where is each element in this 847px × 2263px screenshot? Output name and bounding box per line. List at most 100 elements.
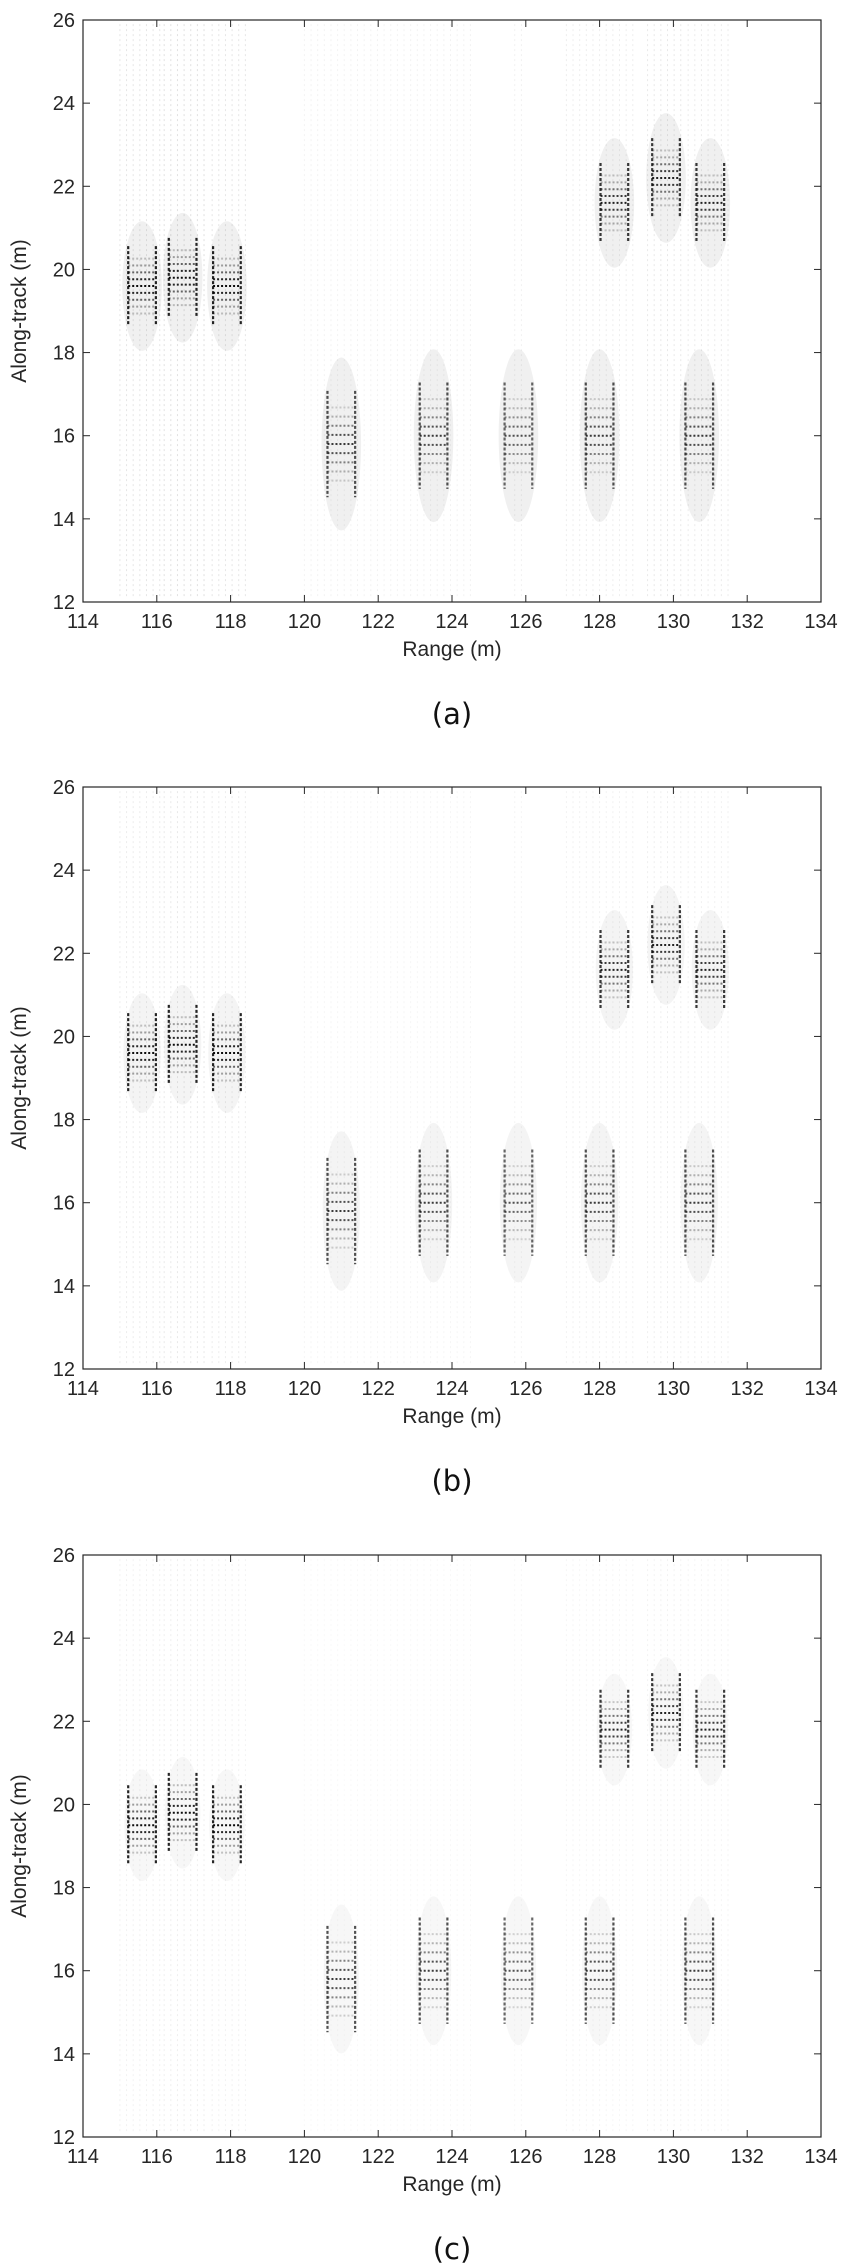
reflector-halo <box>595 910 634 1030</box>
x-tick-label: 120 <box>288 611 321 633</box>
x-tick-label: 122 <box>362 611 395 633</box>
reflector-halo <box>681 1896 716 2045</box>
y-tick-label: 14 <box>53 1276 75 1298</box>
chart-panel-2: 114 116 118 120 122 124 126 128 130 132 134 12 14 16 1… <box>8 1545 838 2263</box>
x-axis-title: Range (m) <box>402 2173 501 2196</box>
chart-panel-1: 114 116 118 120 122 124 126 128 130 132 134 12 14 16 1… <box>8 777 838 1498</box>
reflector-halo <box>582 1896 617 2045</box>
reflector-halo <box>499 1122 538 1283</box>
y-tick-label: 24 <box>53 860 75 882</box>
x-tick-label: 134 <box>804 2146 837 2168</box>
reflector-halo <box>690 138 731 268</box>
reflector-halo <box>416 1896 451 2045</box>
x-tick-label: 126 <box>509 2146 542 2168</box>
x-tick-label: 134 <box>804 1378 837 1400</box>
reflector-halo <box>414 1122 453 1283</box>
plot-area <box>83 1555 821 2137</box>
plot-area <box>83 787 821 1369</box>
x-tick-label: 130 <box>657 1378 690 1400</box>
reflector-halo <box>597 1674 632 1786</box>
x-tick-label: 118 <box>215 611 247 633</box>
y-tick-label: 16 <box>53 1961 75 1983</box>
y-tick-label: 26 <box>53 10 75 32</box>
x-tick-label: 130 <box>657 2146 690 2168</box>
x-tick-label: 118 <box>215 1378 247 1400</box>
x-tick-label: 118 <box>215 2146 247 2168</box>
y-tick-label: 12 <box>53 592 75 614</box>
y-tick-label: 24 <box>53 93 75 115</box>
reflector-halo <box>648 1657 683 1769</box>
reflector-halo <box>209 1769 244 1881</box>
x-tick-label: 114 <box>67 1378 99 1400</box>
image-content <box>119 791 729 1365</box>
reflector-halo <box>123 993 161 1113</box>
reflector-halo <box>322 1131 360 1291</box>
reflector-halo <box>498 349 539 523</box>
plot-area <box>83 20 821 602</box>
x-tick-label: 124 <box>435 1378 468 1400</box>
x-tick-label: 132 <box>731 2146 764 2168</box>
image-content <box>119 24 731 598</box>
x-axis-title: Range (m) <box>402 638 501 661</box>
reflector-halo <box>208 993 246 1113</box>
reflector-halo <box>324 1905 359 2054</box>
reflector-halo <box>693 1674 728 1786</box>
x-tick-label: 122 <box>362 2146 395 2168</box>
y-tick-label: 16 <box>53 1193 75 1215</box>
x-axis-title: Range (m) <box>402 1405 501 1428</box>
reflector-halo <box>580 1122 619 1283</box>
x-tick-label: 116 <box>141 611 173 633</box>
x-tick-label: 124 <box>435 2146 468 2168</box>
y-tick-label: 22 <box>53 943 75 965</box>
x-tick-label: 128 <box>583 611 616 633</box>
y-tick-label: 20 <box>53 259 75 281</box>
reflector-halo <box>680 1122 718 1283</box>
x-tick-label: 130 <box>657 611 690 633</box>
x-tick-label: 122 <box>362 1378 395 1400</box>
x-tick-label: 132 <box>731 611 764 633</box>
panel-caption: (c) <box>433 2232 472 2263</box>
y-tick-label: 18 <box>53 1878 75 1900</box>
y-tick-label: 12 <box>53 1359 75 1381</box>
y-tick-label: 20 <box>53 1026 75 1048</box>
x-tick-label: 124 <box>435 611 468 633</box>
x-tick-label: 126 <box>509 1378 542 1400</box>
reflector-halo <box>165 1757 200 1869</box>
x-tick-label: 114 <box>67 611 99 633</box>
y-tick-label: 20 <box>53 1794 75 1816</box>
y-tick-label: 16 <box>53 426 75 448</box>
reflector-halo <box>679 349 720 523</box>
reflector-halo <box>163 984 202 1105</box>
y-tick-label: 26 <box>53 1545 75 1567</box>
reflector-halo <box>594 138 635 268</box>
x-tick-label: 114 <box>67 2146 99 2168</box>
reflector-halo <box>579 349 620 523</box>
y-tick-label: 12 <box>53 2127 75 2149</box>
reflector-halo <box>646 113 686 243</box>
x-tick-label: 116 <box>141 2146 173 2168</box>
x-tick-label: 126 <box>509 611 542 633</box>
reflector-halo <box>124 1769 159 1881</box>
y-tick-label: 22 <box>53 1711 75 1733</box>
reflector-halo <box>207 221 247 351</box>
y-tick-label: 22 <box>53 176 75 198</box>
y-tick-label: 14 <box>53 509 75 531</box>
x-tick-label: 120 <box>288 1378 321 1400</box>
y-tick-label: 18 <box>53 1110 75 1132</box>
y-axis-title: Along-track (m) <box>8 1774 31 1918</box>
y-axis-title: Along-track (m) <box>8 1006 31 1150</box>
y-tick-label: 24 <box>53 1628 75 1650</box>
reflector-halo <box>501 1896 536 2045</box>
reflector-halo <box>321 357 362 531</box>
y-tick-label: 18 <box>53 343 75 365</box>
reflector-halo <box>647 885 685 1005</box>
x-tick-label: 120 <box>288 2146 321 2168</box>
reflector-halo <box>413 349 454 523</box>
y-axis-title: Along-track (m) <box>8 239 31 383</box>
x-tick-label: 132 <box>731 1378 764 1400</box>
x-tick-label: 134 <box>804 611 837 633</box>
x-tick-label: 128 <box>583 2146 616 2168</box>
x-tick-label: 116 <box>141 1378 173 1400</box>
image-content <box>119 1559 729 2133</box>
